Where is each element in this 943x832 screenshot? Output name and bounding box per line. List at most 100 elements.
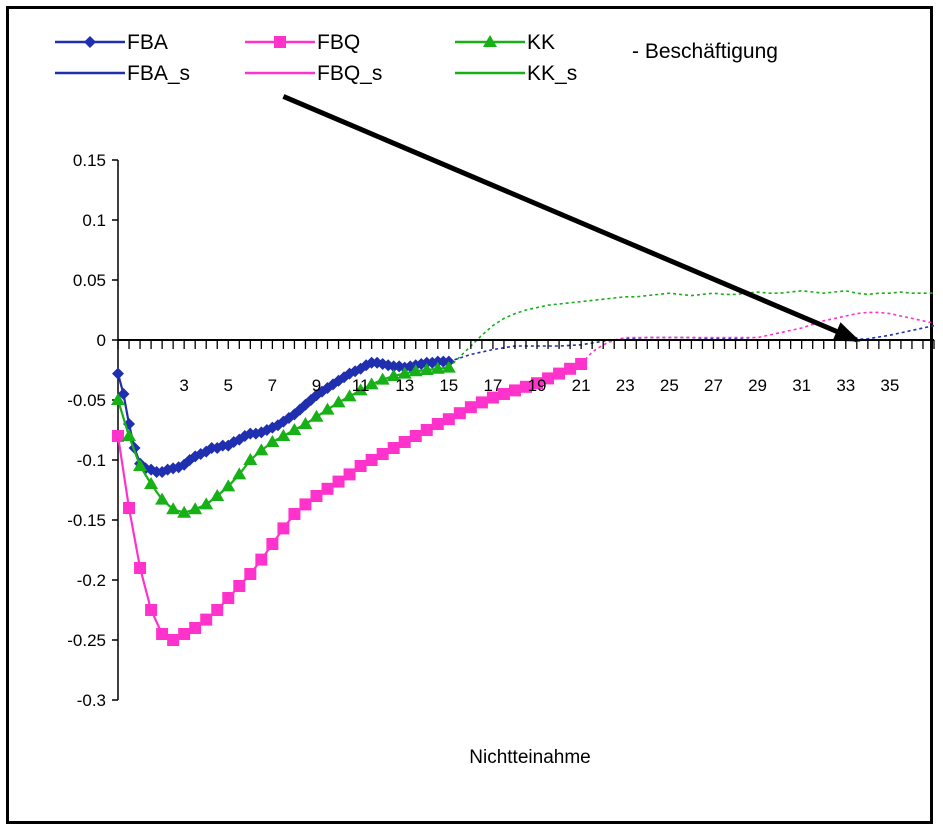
y-tick-label: -0.2 — [77, 571, 106, 590]
legend-entry: FBQ — [245, 31, 360, 54]
data-point — [564, 362, 577, 375]
legend-label: KK_s — [527, 62, 577, 85]
data-point — [287, 423, 302, 435]
data-point — [398, 436, 411, 448]
data-point — [254, 443, 269, 456]
data-point — [145, 604, 158, 616]
legend-label: FBA_s — [127, 62, 190, 85]
data-point — [375, 372, 390, 385]
data-point — [365, 454, 378, 466]
series-line — [448, 289, 934, 369]
x-tick-label: 31 — [792, 376, 811, 395]
data-point — [111, 393, 125, 405]
data-point — [520, 380, 532, 393]
series-fba — [112, 355, 455, 478]
data-point — [133, 459, 148, 471]
legend-label: FBQ_s — [317, 62, 382, 85]
y-axis: 0.15 0.1 0.05 0 -0.05 -0.1 -0.15 -0.2 -0.25 -0.3 — [67, 151, 119, 710]
series-kk — [111, 360, 456, 518]
data-point — [276, 429, 291, 441]
data-point — [310, 490, 323, 502]
data-point — [255, 553, 268, 566]
data-point — [84, 36, 96, 48]
data-point — [464, 401, 477, 414]
x-tick-label: 15 — [439, 376, 458, 395]
legend-extra-text: - Beschäftigung — [632, 40, 778, 63]
x-tick-label: 13 — [395, 376, 414, 395]
legend-label: FBA — [127, 31, 168, 54]
annotation-arrow-head — [832, 322, 861, 342]
x-tick-label: 29 — [748, 376, 767, 395]
data-point — [542, 372, 555, 385]
data-point — [353, 383, 368, 396]
data-point — [189, 622, 202, 634]
data-point — [117, 388, 130, 400]
data-point — [397, 366, 412, 379]
data-point — [321, 482, 334, 495]
x-tick-label: 3 — [179, 376, 188, 395]
data-point — [376, 448, 389, 460]
x-tick-label: 23 — [616, 376, 635, 395]
data-point — [430, 361, 445, 374]
data-point — [244, 568, 257, 580]
annotation-arrow-shaft — [282, 94, 858, 343]
data-point — [553, 367, 566, 380]
data-point — [156, 628, 169, 640]
data-point — [364, 377, 379, 390]
data-point — [200, 613, 213, 626]
y-tick-label: -0.15 — [67, 511, 106, 530]
data-point — [486, 391, 499, 404]
legend: FBA FBQ KK FBA_s FBQ_s KK_s - Beschäftigung — [55, 31, 778, 85]
x-tick-label: 21 — [572, 376, 591, 395]
x-tick-label: 33 — [836, 376, 855, 395]
y-tick-label: -0.3 — [77, 691, 106, 710]
y-tick-label: 0 — [97, 331, 106, 350]
data-point — [332, 475, 345, 488]
data-point — [408, 364, 423, 377]
data-point — [155, 492, 170, 505]
data-point — [210, 489, 225, 501]
annotation-layer — [282, 94, 861, 343]
data-point — [298, 417, 313, 429]
data-point — [123, 502, 136, 514]
legend-entry: FBA_s — [55, 62, 190, 85]
data-point — [274, 36, 286, 48]
data-point — [354, 460, 367, 472]
data-point — [387, 442, 400, 454]
data-point — [177, 505, 192, 518]
y-tick-label: 0.15 — [73, 151, 106, 170]
series-fbq — [112, 358, 588, 646]
legend-entry: KK_s — [455, 62, 577, 85]
data-point — [497, 388, 510, 400]
data-point — [320, 402, 335, 415]
series-layer — [111, 289, 935, 646]
x-tick-label: 7 — [268, 376, 277, 395]
data-point — [188, 502, 203, 515]
legend-label: KK — [527, 31, 555, 54]
data-point — [386, 369, 401, 381]
x-tick-label: 27 — [704, 376, 723, 395]
data-point — [222, 592, 235, 604]
legend-entry: FBQ_s — [245, 62, 382, 85]
data-point — [342, 389, 357, 402]
series-kk-s — [448, 289, 934, 369]
data-point — [331, 395, 346, 408]
data-point — [431, 418, 444, 430]
data-point — [122, 429, 137, 441]
series-line — [580, 311, 935, 365]
data-point — [475, 396, 488, 409]
data-point — [243, 453, 258, 465]
data-point — [453, 407, 466, 420]
legend-entry: KK — [455, 31, 555, 54]
chart-frame — [6, 6, 933, 824]
y-tick-label: -0.25 — [67, 631, 106, 650]
y-tick-label: 0.05 — [73, 271, 106, 290]
data-point — [299, 498, 312, 511]
data-point — [277, 522, 290, 535]
data-point — [221, 479, 236, 492]
series-line — [116, 362, 582, 642]
y-tick-label: -0.05 — [67, 391, 106, 410]
x-tick-label: 19 — [528, 376, 547, 395]
data-point — [199, 497, 214, 510]
